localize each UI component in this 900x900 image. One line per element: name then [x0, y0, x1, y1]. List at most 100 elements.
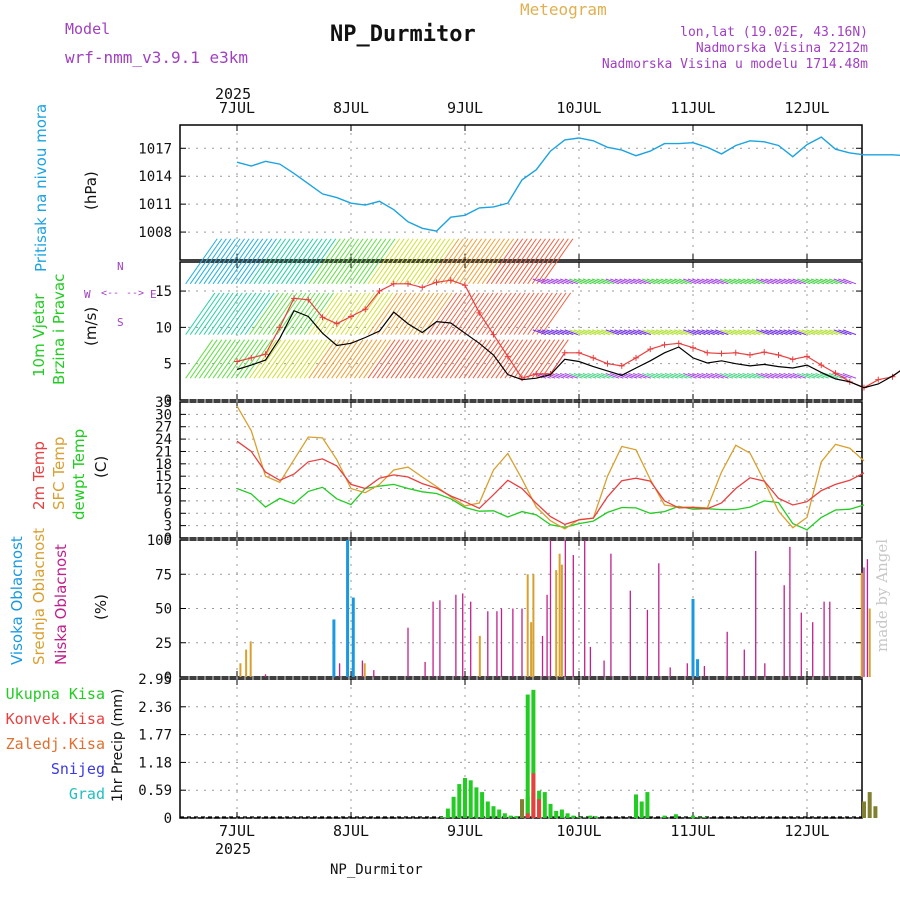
wind-arrow — [546, 278, 560, 285]
wind-arrow — [687, 372, 702, 379]
wind-arrow — [678, 278, 693, 285]
gust-point — [690, 344, 696, 351]
cloud-high-bar — [351, 597, 355, 677]
wind-arrow — [555, 278, 569, 285]
wind-arrow — [664, 278, 679, 285]
wind-arrow — [431, 339, 460, 379]
wind-arrow — [669, 278, 683, 285]
wind-arrow — [673, 329, 688, 336]
wind-arrow — [623, 329, 638, 336]
cloud-low-bar — [755, 550, 757, 677]
wind-arrow — [573, 329, 588, 336]
wind-arrow — [724, 372, 738, 379]
wind-arrow — [436, 292, 467, 335]
model-altitude: Nadmorska Visina u modelu 1714.48m — [601, 57, 868, 72]
wind-arrow — [651, 278, 665, 285]
cloud-low-bar — [572, 555, 574, 677]
wind-arrow — [540, 292, 572, 335]
wind-arrow — [559, 372, 574, 379]
wind-arrow — [290, 292, 321, 335]
wind-arrow — [540, 238, 574, 285]
wind-arrow — [746, 372, 761, 379]
wind-arrow — [335, 238, 369, 285]
wind-arrow — [240, 339, 268, 379]
wind-arrow — [331, 292, 362, 335]
cloud-low-bar — [455, 594, 457, 677]
precip-total-bar — [577, 817, 581, 818]
wind-arrow — [550, 278, 565, 285]
wind-arrow — [367, 292, 398, 335]
date-label-bottom: 12JUL — [784, 822, 829, 840]
wind-arrow — [587, 329, 601, 336]
gust-point — [576, 349, 582, 356]
gust-point — [248, 354, 255, 361]
wind-arrow — [198, 238, 232, 285]
wind-arrow — [363, 238, 396, 285]
gust-point — [732, 349, 739, 356]
dewpoint-line — [236, 483, 865, 531]
wind-arrow — [230, 292, 261, 335]
wind-arrow — [198, 292, 230, 335]
wind-arrow — [810, 372, 825, 379]
y-tick-label: 15 — [155, 284, 172, 300]
wind-arrow — [449, 339, 478, 379]
y-tick-label: 0 — [164, 393, 172, 409]
precip-total-bar — [468, 780, 473, 818]
wind-arrow — [253, 339, 282, 379]
wind-arrow — [646, 278, 661, 285]
precip-total-bar — [457, 784, 462, 818]
wind-arrow — [290, 238, 323, 285]
wind-arrow — [326, 292, 357, 335]
y-tick-label: 1.77 — [138, 728, 172, 744]
cloud-low-bar — [764, 663, 766, 677]
date-label-bottom: 10JUL — [556, 822, 601, 840]
wind-arrow — [413, 238, 446, 285]
gust-point — [661, 341, 668, 348]
gust-point — [490, 331, 497, 338]
precip-total-bar — [497, 809, 502, 818]
cloud-high-bar — [696, 659, 700, 677]
wind-arrow — [655, 278, 670, 285]
precip-total-bar — [548, 803, 553, 818]
panel-frame — [179, 678, 863, 819]
wind-arrow — [312, 238, 346, 285]
wind-arrow — [354, 292, 385, 335]
cloud-low-bar — [373, 670, 375, 677]
wind-arrow — [454, 292, 485, 335]
wind-arrow — [349, 339, 378, 379]
wind-arrow — [842, 278, 857, 285]
wind-arrow — [326, 339, 355, 379]
wind-arrow — [262, 238, 296, 285]
wind-arrow — [623, 372, 638, 379]
wind-arrow — [285, 339, 314, 379]
wind-arrow — [646, 329, 661, 336]
wind-arrow — [719, 278, 734, 285]
wind-arrow — [221, 238, 255, 285]
model-name: wrf-nmm_v3.9.1 e3km — [65, 48, 249, 67]
gust-point — [561, 349, 568, 356]
cloud-low-bar — [726, 631, 728, 677]
wind-speed-line — [236, 309, 900, 389]
precip-total-bar — [559, 809, 564, 818]
wind-arrow — [792, 329, 807, 336]
cloud-low-bar — [646, 609, 649, 677]
cloud-low-bar — [800, 612, 802, 677]
wind-arrow — [185, 292, 216, 335]
cloud-mid-bar — [478, 635, 481, 677]
wind-arrow — [705, 372, 720, 379]
wind-arrow — [303, 292, 334, 335]
wind-arrow — [632, 372, 647, 379]
precip-total-bar — [662, 815, 667, 818]
wind-arrow — [591, 278, 606, 285]
wind-arrow — [760, 372, 775, 379]
wind-arrow — [765, 372, 779, 379]
wind-arrow — [737, 278, 752, 285]
wind-arrow — [569, 372, 583, 379]
gust-point — [818, 362, 825, 369]
precip-total-bar — [588, 815, 593, 818]
compass-arrow-right: --> — [126, 288, 145, 299]
y-tick-label: 25 — [155, 636, 172, 652]
wind-arrow — [564, 372, 579, 379]
compass-e: E — [150, 288, 157, 301]
